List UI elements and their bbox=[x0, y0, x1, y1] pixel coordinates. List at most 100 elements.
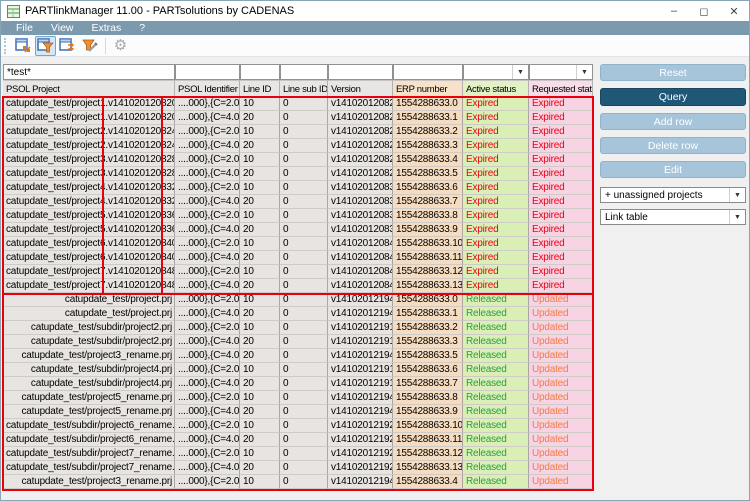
cell-active_status[interactable]: Released bbox=[463, 307, 529, 321]
cell-version[interactable]: v141020120832 bbox=[328, 195, 393, 209]
cell-line_id[interactable]: 10 bbox=[240, 97, 280, 111]
cell-version[interactable]: v141020121945 bbox=[328, 475, 393, 489]
cell-requested_status[interactable]: Expired bbox=[529, 167, 593, 181]
cell-line_sub_id[interactable]: 0 bbox=[280, 125, 328, 139]
column-header-requested-status[interactable]: Requested status bbox=[529, 80, 593, 97]
table-row[interactable]: catupdate_test/project2.v141020120824.pr… bbox=[3, 139, 593, 153]
cell-erp_number[interactable]: 1554288633.11 bbox=[393, 251, 463, 265]
cell-erp_number[interactable]: 1554288633.6 bbox=[393, 363, 463, 377]
cell-requested_status[interactable]: Updated bbox=[529, 419, 593, 433]
cell-line_sub_id[interactable]: 0 bbox=[280, 461, 328, 475]
cell-line_id[interactable]: 20 bbox=[240, 405, 280, 419]
cell-line_sub_id[interactable]: 0 bbox=[280, 335, 328, 349]
table-row[interactable]: catupdate_test/subdir/project2.prj ....00… bbox=[3, 335, 593, 349]
table-row[interactable]: catupdate_test/project2.v141020120824.pr… bbox=[3, 125, 593, 139]
cell-version[interactable]: v141020121919 bbox=[328, 363, 393, 377]
cell-identifier[interactable]: ....000},{C=4.000} bbox=[175, 251, 240, 265]
cell-line_id[interactable]: 10 bbox=[240, 237, 280, 251]
cell-line_sub_id[interactable]: 0 bbox=[280, 363, 328, 377]
cell-project[interactable]: catupdate_test/subdir/project4.prj bbox=[3, 377, 175, 391]
cell-requested_status[interactable]: Updated bbox=[529, 321, 593, 335]
cell-version[interactable]: v141020120840 bbox=[328, 251, 393, 265]
cell-line_sub_id[interactable]: 0 bbox=[280, 97, 328, 111]
cell-version[interactable]: v141020121941 bbox=[328, 293, 393, 307]
column-header-psol-project[interactable]: PSOL Project bbox=[3, 80, 175, 97]
cell-line_sub_id[interactable]: 0 bbox=[280, 139, 328, 153]
table-row[interactable]: catupdate_test/project7.v141020120848.pr… bbox=[3, 279, 593, 293]
cell-active_status[interactable]: Expired bbox=[463, 209, 529, 223]
cell-line_sub_id[interactable]: 0 bbox=[280, 405, 328, 419]
cell-line_sub_id[interactable]: 0 bbox=[280, 195, 328, 209]
cell-line_sub_id[interactable]: 0 bbox=[280, 321, 328, 335]
menu-extras[interactable]: Extras bbox=[91, 22, 122, 34]
cell-version[interactable]: v141020121914 bbox=[328, 321, 393, 335]
cell-version[interactable]: v141020120828 bbox=[328, 167, 393, 181]
edit-filter-icon[interactable] bbox=[79, 36, 100, 56]
cell-project[interactable]: catupdate_test/subdir/project7_rename.pr… bbox=[3, 461, 175, 475]
maximize-button[interactable]: ◻ bbox=[699, 5, 709, 18]
cell-line_sub_id[interactable]: 0 bbox=[280, 433, 328, 447]
cell-project[interactable]: catupdate_test/subdir/project2.prj bbox=[3, 321, 175, 335]
cell-requested_status[interactable]: Updated bbox=[529, 335, 593, 349]
cell-version[interactable]: v141020121919 bbox=[328, 377, 393, 391]
table-row[interactable]: catupdate_test/project4.v141020120832.pr… bbox=[3, 181, 593, 195]
cell-identifier[interactable]: ....000},{C=4.000} bbox=[175, 405, 240, 419]
cell-identifier[interactable]: ....000},{C=2.000} bbox=[175, 125, 240, 139]
cell-identifier[interactable]: ....000},{C=2.000} bbox=[175, 475, 240, 489]
cell-line_id[interactable]: 10 bbox=[240, 475, 280, 489]
cell-line_sub_id[interactable]: 0 bbox=[280, 419, 328, 433]
cell-requested_status[interactable]: Expired bbox=[529, 181, 593, 195]
table-row[interactable]: catupdate_test/project3.v141020120828.pr… bbox=[3, 167, 593, 181]
cell-requested_status[interactable]: Updated bbox=[529, 447, 593, 461]
cell-line_id[interactable]: 20 bbox=[240, 251, 280, 265]
menu-help[interactable]: ? bbox=[139, 22, 146, 34]
cell-identifier[interactable]: ....000},{C=2.000} bbox=[175, 237, 240, 251]
chevron-down-icon[interactable]: ▼ bbox=[729, 210, 745, 224]
cell-version[interactable]: v141020120840 bbox=[328, 237, 393, 251]
cell-line_sub_id[interactable]: 0 bbox=[280, 475, 328, 489]
cell-identifier[interactable]: ....000},{C=2.000} bbox=[175, 321, 240, 335]
cell-requested_status[interactable]: Updated bbox=[529, 377, 593, 391]
cell-version[interactable]: v141020121941 bbox=[328, 307, 393, 321]
cell-version[interactable]: v141020120848 bbox=[328, 279, 393, 293]
cell-identifier[interactable]: ....000},{C=2.000} bbox=[175, 181, 240, 195]
unassigned-projects-dropdown[interactable]: + unassigned projects ▼ bbox=[600, 187, 746, 203]
cell-active_status[interactable]: Released bbox=[463, 377, 529, 391]
cell-line_id[interactable]: 10 bbox=[240, 181, 280, 195]
cell-line_id[interactable]: 20 bbox=[240, 461, 280, 475]
cell-line_id[interactable]: 10 bbox=[240, 265, 280, 279]
cell-line_sub_id[interactable]: 0 bbox=[280, 153, 328, 167]
cell-active_status[interactable]: Released bbox=[463, 363, 529, 377]
cell-erp_number[interactable]: 1554288633.13 bbox=[393, 279, 463, 293]
cell-project[interactable]: catupdate_test/project4.v141020120832.pr… bbox=[3, 181, 175, 195]
cell-project[interactable]: catupdate_test/project7.v141020120848.pr… bbox=[3, 265, 175, 279]
cell-active_status[interactable]: Expired bbox=[463, 265, 529, 279]
cell-line_id[interactable]: 10 bbox=[240, 363, 280, 377]
cell-active_status[interactable]: Expired bbox=[463, 279, 529, 293]
filter-psol-project-input[interactable] bbox=[3, 64, 175, 80]
cell-requested_status[interactable]: Updated bbox=[529, 475, 593, 489]
cell-identifier[interactable]: ....000},{C=4.000} bbox=[175, 307, 240, 321]
cell-identifier[interactable]: ....000},{C=4.000} bbox=[175, 111, 240, 125]
cell-requested_status[interactable]: Expired bbox=[529, 237, 593, 251]
cell-line_id[interactable]: 20 bbox=[240, 349, 280, 363]
filter-requested-status-select[interactable]: ▼ bbox=[529, 64, 593, 80]
cell-identifier[interactable]: ....000},{C=2.000} bbox=[175, 293, 240, 307]
cell-erp_number[interactable]: 1554288633.4 bbox=[393, 475, 463, 489]
cell-version[interactable]: v141020121914 bbox=[328, 335, 393, 349]
cell-project[interactable]: catupdate_test/project7.v141020120848.pr… bbox=[3, 279, 175, 293]
cell-erp_number[interactable]: 1554288633.5 bbox=[393, 167, 463, 181]
cell-project[interactable]: catupdate_test/project5.v141020120836.pr… bbox=[3, 223, 175, 237]
cell-project[interactable]: catupdate_test/subdir/project4.prj bbox=[3, 363, 175, 377]
column-header-erp-number[interactable]: ERP number bbox=[393, 80, 463, 97]
cell-line_sub_id[interactable]: 0 bbox=[280, 377, 328, 391]
cell-active_status[interactable]: Released bbox=[463, 321, 529, 335]
chevron-down-icon[interactable]: ▼ bbox=[729, 188, 745, 202]
cell-project[interactable]: catupdate_test/project4.v141020120832.pr… bbox=[3, 195, 175, 209]
cell-active_status[interactable]: Released bbox=[463, 447, 529, 461]
cell-line_sub_id[interactable]: 0 bbox=[280, 167, 328, 181]
cell-requested_status[interactable]: Expired bbox=[529, 139, 593, 153]
cell-requested_status[interactable]: Expired bbox=[529, 223, 593, 237]
cell-line_id[interactable]: 20 bbox=[240, 167, 280, 181]
close-button[interactable]: ✕ bbox=[729, 5, 739, 18]
